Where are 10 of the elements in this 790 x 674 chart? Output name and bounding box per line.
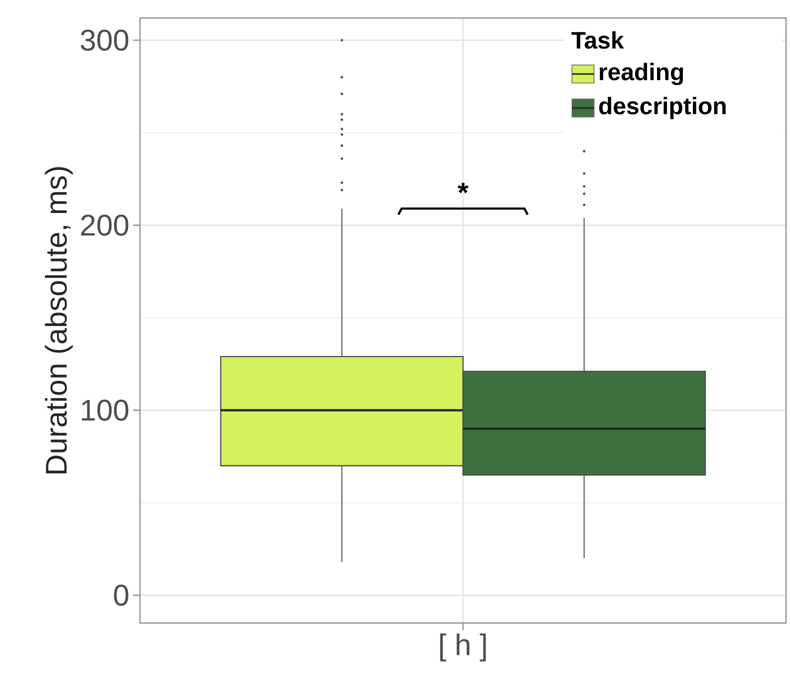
legend-label: reading (600, 62, 683, 86)
y-tick-label: 0 (114, 584, 128, 606)
y-tick-label: 200 (81, 214, 128, 236)
y-tick-label: 100 (82, 400, 128, 421)
legend-label: description (599, 96, 726, 120)
y-axis-title: Duration (absolute, ms) (44, 167, 73, 474)
x-tick-label: [ h ] (440, 634, 486, 662)
annotation: * (458, 182, 468, 194)
y-tick-label: 300 (80, 30, 128, 51)
legend-title: Task (571, 31, 624, 49)
